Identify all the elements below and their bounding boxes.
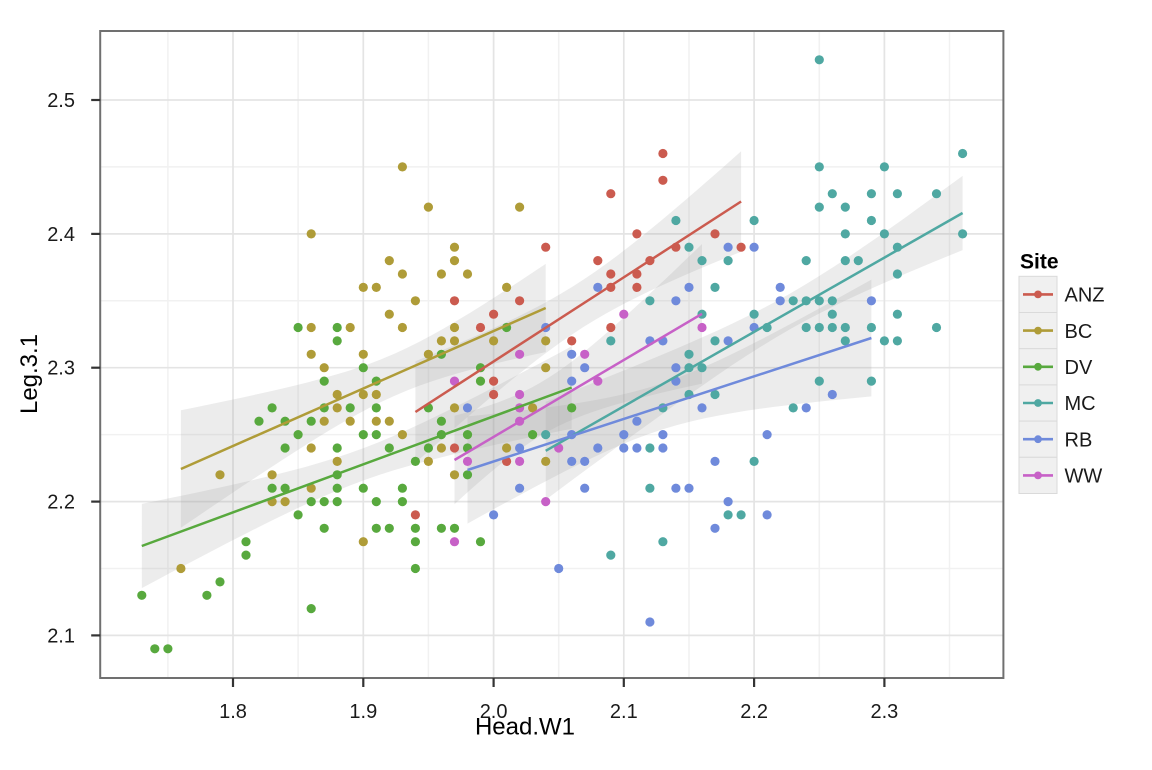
svg-text:2.4: 2.4 — [47, 224, 75, 246]
svg-text:2.2: 2.2 — [47, 492, 75, 514]
svg-text:ANZ: ANZ — [1065, 285, 1105, 307]
svg-text:1.8: 1.8 — [219, 701, 247, 723]
svg-text:DV: DV — [1065, 357, 1093, 379]
svg-text:2.3: 2.3 — [47, 358, 75, 380]
svg-text:2.5: 2.5 — [47, 90, 75, 112]
svg-text:RB: RB — [1065, 429, 1093, 451]
svg-text:2.0: 2.0 — [480, 701, 508, 723]
svg-text:2.2: 2.2 — [740, 701, 768, 723]
svg-text:2.1: 2.1 — [610, 701, 638, 723]
svg-text:2.1: 2.1 — [47, 625, 75, 647]
svg-text:BC: BC — [1065, 321, 1093, 343]
svg-text:2.3: 2.3 — [870, 701, 898, 723]
svg-text:MC: MC — [1065, 393, 1096, 415]
svg-text:1.9: 1.9 — [349, 701, 377, 723]
svg-text:WW: WW — [1065, 466, 1103, 488]
svg-text:Leg.3.1: Leg.3.1 — [16, 334, 43, 414]
svg-text:Site: Site — [1020, 251, 1059, 274]
svg-text:Head.W1: Head.W1 — [475, 714, 575, 741]
